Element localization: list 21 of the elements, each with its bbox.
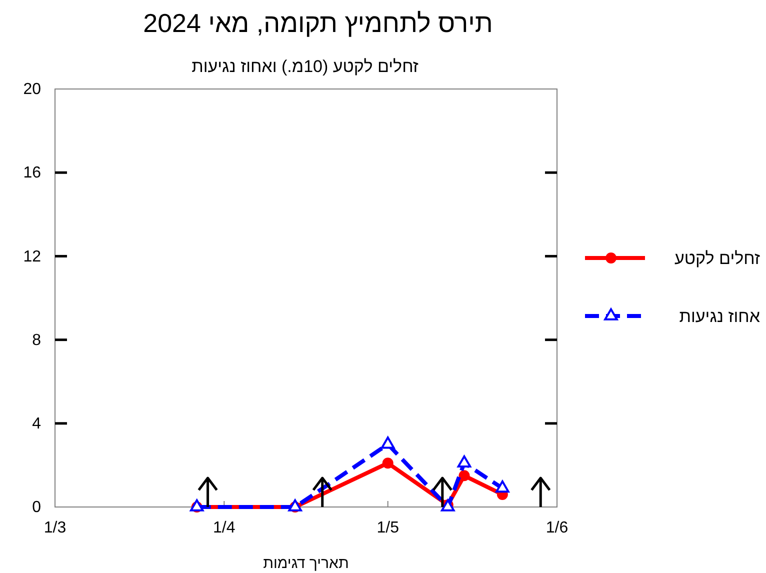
- x-axis-title: תאריך דגימות: [263, 555, 349, 572]
- chart-subtitle: זחלים לקטע (10מ.) ואחוז נגיעות: [192, 57, 419, 76]
- legend-label: זחלים לקטע: [674, 249, 760, 268]
- chart-title: תירס לתחמיץ תקומה, מאי 2024: [143, 8, 493, 38]
- y-tick-label: 0: [32, 499, 42, 516]
- point: [432, 476, 453, 492]
- point: [458, 470, 470, 482]
- y-tick-label: 12: [23, 248, 42, 266]
- point: [312, 476, 333, 492]
- x-tick-label: 1/3: [44, 519, 66, 536]
- x-tick-label: 1/6: [546, 519, 568, 536]
- point: [382, 458, 394, 469]
- y-tick-label: 20: [23, 81, 42, 98]
- y-tick-label: 4: [32, 416, 42, 433]
- point: [198, 476, 218, 492]
- x-tick-label: 1/4: [213, 519, 236, 536]
- legend-label: אחוז נגיעות: [679, 307, 760, 326]
- y-tick-label: 8: [32, 332, 42, 349]
- x-tick-label: 1/5: [376, 519, 400, 536]
- y-tick-label: 16: [23, 164, 42, 182]
- point: [530, 476, 551, 492]
